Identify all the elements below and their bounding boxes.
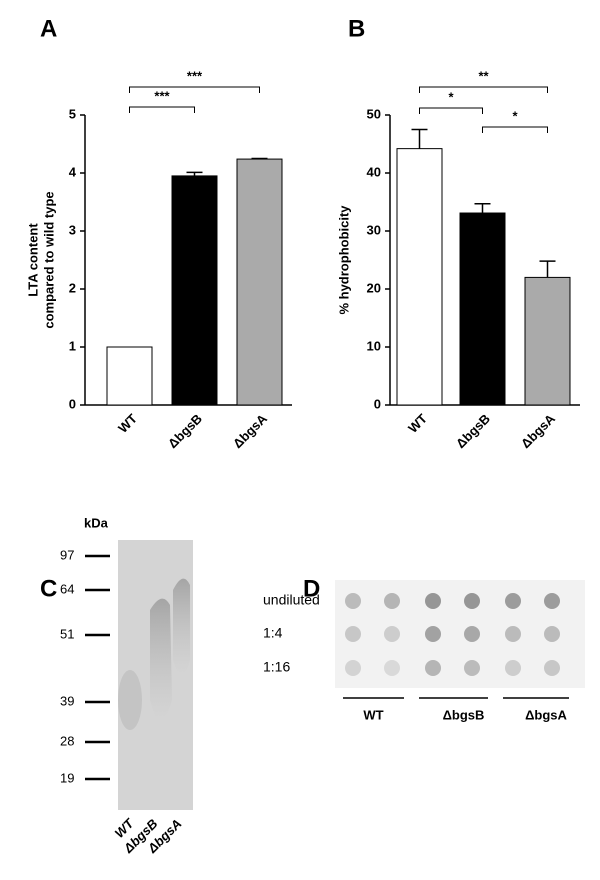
group-label: ΔbgsB (443, 707, 485, 722)
y-axis-label: LTA content (25, 223, 40, 297)
x-tick-label: WT (405, 411, 430, 436)
significance-label: ** (478, 68, 489, 83)
y-tick-label: 2 (69, 280, 76, 295)
dot (384, 626, 400, 642)
dot (384, 660, 400, 676)
y-tick-label: 10 (367, 338, 381, 353)
error-bar (474, 202, 491, 214)
panel-label: C (40, 575, 57, 602)
dot (384, 593, 400, 609)
dot-blot-membrane (335, 580, 585, 688)
significance-label: *** (187, 68, 203, 83)
dot (544, 660, 560, 676)
y-axis-label: % hydrophobicity (336, 205, 351, 315)
marker-label: 64 (60, 581, 74, 596)
significance-bracket (482, 126, 548, 133)
bar (171, 175, 218, 406)
y-tick-label: 4 (69, 164, 77, 179)
significance-bracket (419, 86, 548, 93)
bar (524, 276, 571, 406)
x-tick-label: ΔbgsA (518, 411, 559, 452)
dot (425, 660, 441, 676)
y-tick-label: 1 (69, 338, 76, 353)
marker-label: 28 (60, 733, 74, 748)
significance-label: * (512, 108, 518, 123)
dot (345, 626, 361, 642)
x-tick-label: WT (115, 411, 140, 436)
y-tick-label: 0 (69, 396, 76, 411)
panel-label: A (40, 15, 57, 42)
marker-label: 39 (60, 693, 74, 708)
x-tick-label: ΔbgsB (165, 411, 205, 451)
dot (505, 593, 521, 609)
dot (505, 660, 521, 676)
blot-smear (173, 578, 190, 675)
significance-bracket (129, 86, 260, 93)
error-bar (411, 128, 428, 149)
bar (236, 158, 283, 406)
bar (396, 148, 443, 406)
blot-smear (118, 670, 142, 730)
marker-label: 51 (60, 626, 74, 641)
dot (425, 626, 441, 642)
dot (505, 626, 521, 642)
row-label: 1:4 (263, 625, 283, 641)
bar (459, 212, 506, 406)
significance-bracket (129, 106, 195, 113)
significance-bracket (419, 107, 483, 114)
bar (106, 346, 153, 406)
dot (544, 626, 560, 642)
marker-label: 19 (60, 770, 74, 785)
x-tick-label: ΔbgsA (230, 411, 271, 452)
y-tick-label: 50 (367, 106, 381, 121)
panel-label: D (303, 575, 320, 602)
group-label: ΔbgsA (525, 707, 567, 722)
y-tick-label: 0 (374, 396, 381, 411)
significance-label: *** (154, 88, 170, 103)
y-tick-label: 3 (69, 222, 76, 237)
x-tick-label: ΔbgsB (453, 411, 493, 451)
group-label: WT (363, 707, 383, 722)
error-bar (539, 260, 556, 278)
dot (345, 593, 361, 609)
marker-label: 97 (60, 547, 74, 562)
y-tick-label: 40 (367, 164, 381, 179)
error-bar (251, 157, 268, 160)
unit-label: kDa (84, 515, 109, 530)
y-tick-label: 30 (367, 222, 381, 237)
y-axis-label: compared to wild type (41, 191, 56, 328)
significance-label: * (448, 89, 454, 104)
row-label: undiluted (263, 592, 320, 608)
blot-smear (150, 598, 172, 720)
panel-label: B (348, 15, 365, 42)
dot (425, 593, 441, 609)
error-bar (186, 171, 203, 176)
y-tick-label: 20 (367, 280, 381, 295)
dot (345, 660, 361, 676)
dot (464, 593, 480, 609)
row-label: 1:16 (263, 659, 290, 675)
dot (464, 626, 480, 642)
dot (544, 593, 560, 609)
y-tick-label: 5 (69, 106, 76, 121)
dot (464, 660, 480, 676)
